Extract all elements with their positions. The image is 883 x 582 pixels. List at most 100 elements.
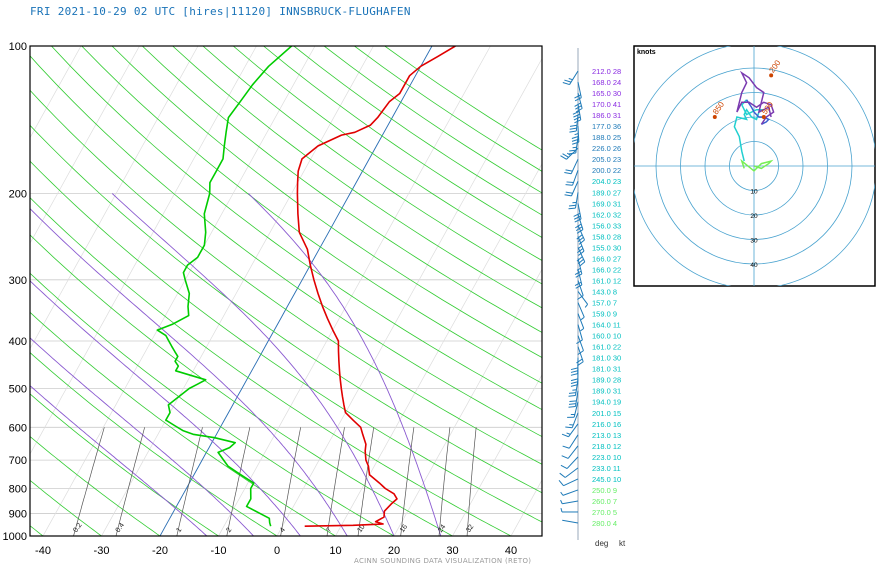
hodograph-level-dot bbox=[769, 73, 774, 78]
moist-adiabat bbox=[30, 280, 301, 536]
mixing-ratio-line bbox=[438, 427, 451, 536]
wind-barb bbox=[560, 147, 579, 160]
wind-barb-flag bbox=[560, 507, 563, 513]
wind-reading: 168.0 24 bbox=[592, 78, 621, 87]
wind-barb bbox=[577, 335, 584, 356]
wind-reading: 155.0 30 bbox=[592, 243, 621, 252]
wind-barb-flag bbox=[572, 110, 580, 115]
wind-barb bbox=[574, 269, 583, 289]
mixing-ratio-label: 16 bbox=[399, 523, 409, 533]
wind-reading: 164.0 11 bbox=[592, 321, 621, 330]
wind-barb-staff bbox=[562, 500, 579, 505]
wind-barb-flag bbox=[568, 207, 576, 210]
wind-barb-flag bbox=[574, 132, 579, 136]
pressure-tick-label: 1000 bbox=[3, 531, 27, 543]
wind-barb-flag bbox=[565, 169, 573, 172]
dry-adiabat bbox=[30, 160, 542, 523]
wind-barb bbox=[567, 401, 579, 418]
wind-barb bbox=[569, 115, 579, 133]
wind-column-footer: deg bbox=[595, 539, 608, 548]
wind-barb-flag bbox=[575, 273, 583, 278]
wind-barb-flag bbox=[566, 152, 571, 156]
wind-reading: 161.0 22 bbox=[592, 343, 621, 352]
pressure-tick-label: 900 bbox=[9, 509, 27, 521]
mixing-ratio-line bbox=[226, 427, 251, 536]
wind-reading: 188.0 25 bbox=[592, 133, 621, 142]
wind-reading: 233.0 11 bbox=[592, 464, 621, 473]
wind-barb-flag bbox=[573, 212, 581, 217]
wind-reading: 170.0 41 bbox=[592, 100, 621, 109]
dry-adiabat bbox=[30, 234, 453, 536]
wind-reading: 213.0 13 bbox=[592, 431, 621, 440]
hodograph-ring-label: 40 bbox=[750, 262, 758, 269]
wind-barb-flag bbox=[569, 149, 577, 152]
wind-reading: 181.0 30 bbox=[592, 354, 621, 363]
wind-barb bbox=[558, 478, 579, 487]
isotherm-line bbox=[101, 46, 374, 536]
temperature-tick-label: -20 bbox=[152, 545, 168, 557]
hodograph-ring-label: 10 bbox=[750, 189, 758, 196]
dry-adiabat bbox=[142, 46, 542, 333]
wind-barb-flag bbox=[577, 295, 584, 300]
wind-barb-flag bbox=[574, 281, 582, 287]
wind-barb-flag bbox=[562, 153, 569, 158]
wind-barb-flag bbox=[558, 479, 564, 486]
wind-barb-staff bbox=[577, 335, 584, 351]
hodograph-trace bbox=[736, 70, 775, 125]
wind-barb-flag bbox=[566, 181, 574, 184]
wind-barb-flag bbox=[565, 184, 573, 186]
wind-barb-flag bbox=[573, 215, 581, 220]
wind-barb-flag bbox=[577, 248, 584, 254]
wind-barb-staff bbox=[563, 478, 579, 487]
wind-barb bbox=[565, 170, 579, 186]
plot-frame bbox=[29, 45, 543, 537]
wind-barb bbox=[577, 280, 584, 300]
wind-barb-flag bbox=[578, 245, 583, 249]
wind-barb bbox=[564, 158, 579, 175]
wind-barb bbox=[574, 258, 583, 278]
isotherm-highlight bbox=[159, 46, 433, 536]
dry-adiabat bbox=[111, 46, 542, 359]
wind-barb-flag bbox=[568, 394, 576, 397]
wind-reading: 280.0 4 bbox=[592, 519, 617, 528]
wind-barb bbox=[560, 456, 579, 469]
wind-barb-flag bbox=[576, 339, 583, 344]
wind-barb bbox=[576, 324, 583, 344]
temperature-tick-label: 0 bbox=[274, 545, 280, 557]
pressure-tick-label: 100 bbox=[9, 41, 27, 53]
mixing-ratio-line bbox=[357, 427, 375, 536]
temperature-tick-label: 20 bbox=[388, 545, 400, 557]
wind-reading: 161.0 12 bbox=[592, 276, 621, 285]
wind-reading: 204.0 23 bbox=[592, 177, 621, 186]
dry-adiabat bbox=[172, 46, 542, 309]
mixing-ratio-label: 1 bbox=[175, 527, 183, 534]
wind-reading: 158.0 28 bbox=[592, 232, 621, 241]
wind-barb-flag bbox=[574, 97, 582, 102]
wind-barb-staff bbox=[566, 456, 579, 469]
isotherm-line bbox=[510, 479, 542, 536]
wind-barb-flag bbox=[568, 403, 576, 405]
wind-barb-flag bbox=[580, 316, 585, 321]
wind-reading: 270.0 5 bbox=[592, 508, 617, 517]
wind-barb-flag bbox=[568, 406, 576, 408]
wind-reading: 223.0 10 bbox=[592, 453, 621, 462]
wind-reading: 160.0 10 bbox=[592, 332, 621, 341]
dry-adiabat bbox=[30, 311, 336, 536]
wind-barb-flag bbox=[569, 124, 578, 127]
wind-reading: 200.0 22 bbox=[592, 166, 621, 175]
hodograph-trace bbox=[745, 99, 770, 125]
wind-barb bbox=[562, 70, 579, 86]
wind-barb-staff bbox=[564, 467, 579, 478]
wind-barb-flag bbox=[580, 328, 585, 332]
temperature-tick-label: -10 bbox=[211, 545, 227, 557]
wind-barb-flag bbox=[568, 392, 576, 394]
wind-barb-staff bbox=[577, 291, 589, 305]
wind-reading: 159.0 9 bbox=[592, 310, 617, 319]
wind-reading: 201.0 15 bbox=[592, 409, 621, 418]
wind-reading: 245.0 10 bbox=[592, 475, 621, 484]
dry-adiabat bbox=[51, 46, 542, 411]
temperature-tick-label: 30 bbox=[446, 545, 458, 557]
wind-barb bbox=[560, 489, 579, 496]
wind-reading: 216.0 16 bbox=[592, 420, 621, 429]
mixing-ratio-label: 2 bbox=[225, 527, 233, 534]
